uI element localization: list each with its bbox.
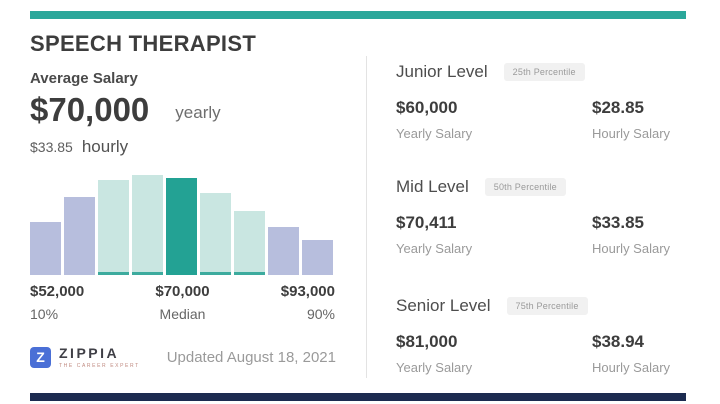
hourly-column: $28.85 Hourly Salary bbox=[592, 98, 670, 141]
histogram-bar bbox=[98, 180, 129, 275]
level-header: Junior Level 25th Percentile bbox=[396, 62, 684, 82]
level-block-senior: Senior Level 75th Percentile $81,000 Yea… bbox=[396, 296, 684, 375]
axis-amount: $93,000 bbox=[280, 283, 335, 300]
yearly-column: $60,000 Yearly Salary bbox=[396, 98, 592, 141]
histogram-bar bbox=[302, 240, 333, 275]
average-salary-label: Average Salary bbox=[30, 70, 138, 87]
axis-label-median: $70,000 Median bbox=[118, 283, 248, 322]
yearly-unit-label: yearly bbox=[175, 103, 221, 122]
yearly-value: $60,000 bbox=[396, 98, 458, 117]
axis-amount: $70,000 bbox=[155, 283, 210, 300]
brand-tagline: THE CAREER EXPERT bbox=[59, 363, 140, 369]
page-title: SPEECH THERAPIST bbox=[30, 31, 257, 56]
yearly-value: $70,411 bbox=[396, 213, 457, 232]
level-block-junior: Junior Level 25th Percentile $60,000 Yea… bbox=[396, 62, 684, 141]
axis-caption: 90% bbox=[306, 306, 335, 322]
axis-amount: $52,000 bbox=[30, 283, 85, 300]
hourly-value: $38.94 bbox=[592, 332, 644, 351]
level-header: Senior Level 75th Percentile bbox=[396, 296, 684, 316]
percentile-badge: 50th Percentile bbox=[484, 178, 566, 196]
level-header: Mid Level 50th Percentile bbox=[396, 177, 684, 197]
updated-date: Updated August 18, 2021 bbox=[166, 348, 336, 366]
hourly-value-label: Hourly Salary bbox=[592, 241, 671, 256]
vertical-divider bbox=[366, 56, 367, 378]
axis-caption: 10% bbox=[30, 306, 59, 322]
hourly-column: $38.94 Hourly Salary bbox=[592, 332, 670, 375]
zippia-logo: Z ZIPPIA THE CAREER EXPERT bbox=[30, 345, 140, 369]
percentile-badge: 75th Percentile bbox=[506, 297, 588, 315]
yearly-value: $81,000 bbox=[396, 332, 458, 351]
histogram-bar bbox=[64, 197, 95, 275]
bottom-accent-bar bbox=[30, 393, 686, 401]
level-name: Junior Level bbox=[396, 62, 488, 81]
yearly-value-label: Yearly Salary bbox=[396, 241, 473, 256]
histogram-bar bbox=[166, 178, 197, 275]
histogram-bar bbox=[132, 175, 163, 275]
histogram-bar bbox=[30, 222, 61, 275]
histogram-bar bbox=[268, 227, 299, 275]
yearly-value-label: Yearly Salary bbox=[396, 360, 473, 375]
hourly-value: $28.85 bbox=[592, 98, 644, 117]
top-accent-bar bbox=[30, 11, 686, 19]
percentile-badge: 25th Percentile bbox=[503, 63, 585, 81]
average-salary-hourly: $33.85 hourly bbox=[30, 137, 128, 157]
logo-text: ZIPPIA THE CAREER EXPERT bbox=[59, 345, 140, 369]
yearly-column: $70,411 Yearly Salary bbox=[396, 213, 592, 256]
level-name: Mid Level bbox=[396, 177, 469, 196]
zippia-logo-icon: Z bbox=[30, 346, 51, 368]
salary-histogram bbox=[30, 175, 335, 275]
axis-caption: Median bbox=[159, 306, 206, 322]
average-salary-yearly: $70,000 yearly bbox=[30, 93, 221, 126]
hourly-amount: $33.85 bbox=[30, 139, 73, 155]
hourly-value-label: Hourly Salary bbox=[592, 360, 671, 375]
histogram-bar bbox=[200, 193, 231, 275]
hourly-value: $33.85 bbox=[592, 213, 644, 232]
level-name: Senior Level bbox=[396, 296, 491, 315]
axis-label-10th: $52,000 10% bbox=[30, 283, 84, 322]
hourly-unit-label: hourly bbox=[81, 137, 129, 156]
footer: Z ZIPPIA THE CAREER EXPERT Updated Augus… bbox=[30, 345, 336, 369]
yearly-column: $81,000 Yearly Salary bbox=[396, 332, 592, 375]
hourly-value-label: Hourly Salary bbox=[592, 126, 671, 141]
level-values: $60,000 Yearly Salary $28.85 Hourly Sala… bbox=[396, 98, 684, 141]
histogram-bar bbox=[234, 211, 265, 275]
level-block-mid: Mid Level 50th Percentile $70,411 Yearly… bbox=[396, 177, 684, 256]
histogram-axis-labels: $52,000 10% $70,000 Median $93,000 90% bbox=[30, 283, 335, 325]
level-values: $70,411 Yearly Salary $33.85 Hourly Sala… bbox=[396, 213, 684, 256]
yearly-value-label: Yearly Salary bbox=[396, 126, 473, 141]
axis-label-90th: $93,000 90% bbox=[281, 283, 335, 322]
hourly-column: $33.85 Hourly Salary bbox=[592, 213, 670, 256]
brand-name: ZIPPIA bbox=[59, 345, 120, 361]
yearly-amount: $70,000 bbox=[30, 91, 150, 128]
level-values: $81,000 Yearly Salary $38.94 Hourly Sala… bbox=[396, 332, 684, 375]
